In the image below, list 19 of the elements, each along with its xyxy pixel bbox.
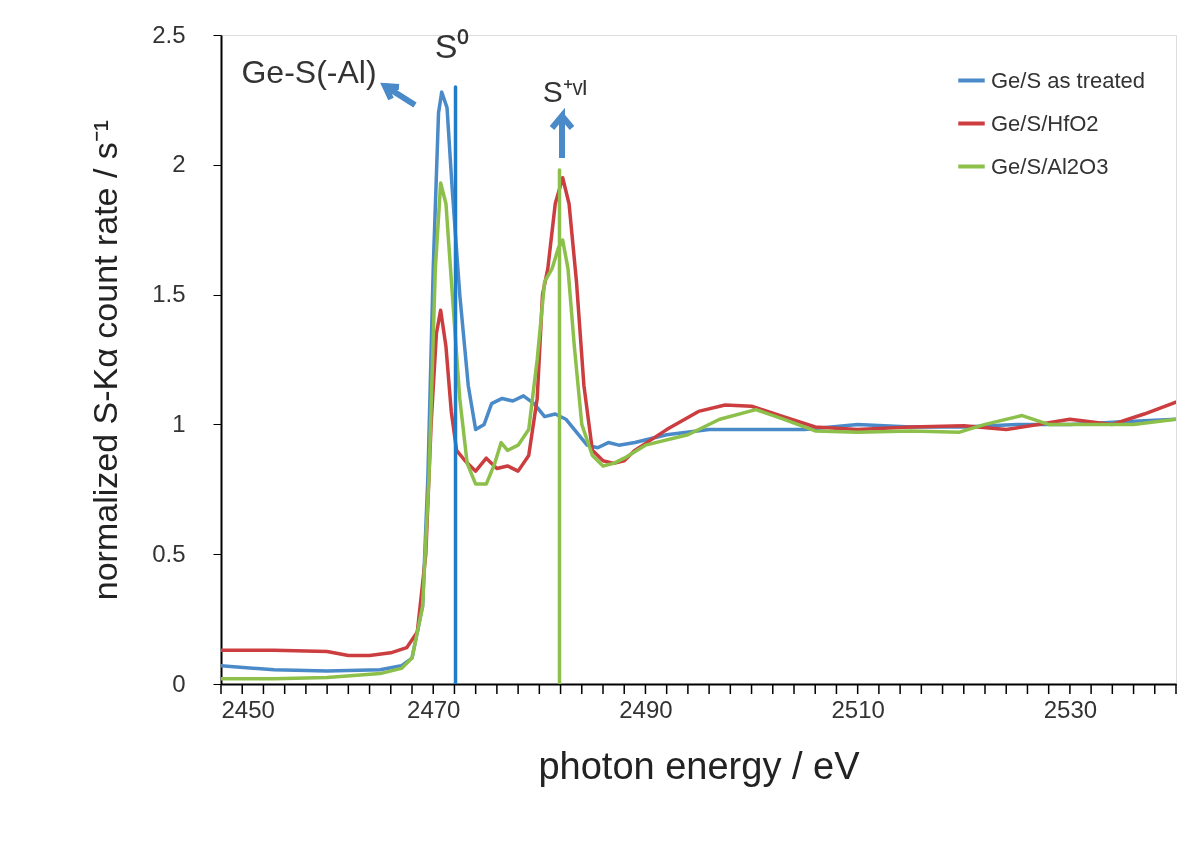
annotation: S⁰ — [434, 27, 470, 65]
y-tick-label: 2.5 — [152, 20, 186, 48]
y-tick-label: 0.5 — [152, 539, 186, 567]
y-tick-label: 1 — [172, 409, 186, 437]
x-tick-label: 2470 — [407, 695, 461, 723]
y-tick-label: 2 — [172, 150, 186, 178]
y-tick-label: 1.5 — [152, 280, 186, 308]
legend-label: Ge/S as treated — [991, 67, 1146, 93]
x-tick-label: 2490 — [619, 695, 673, 723]
annotation: S⁺ᵛᴵ — [542, 75, 588, 108]
x-axis-title: photon energy / eV — [538, 744, 861, 787]
x-tick-label: 2450 — [221, 695, 275, 723]
legend-label: Ge/S/HfO2 — [991, 110, 1099, 136]
y-tick-label: 0 — [172, 669, 186, 697]
annotation: Ge-S(-Al) — [241, 54, 377, 90]
x-tick-label: 2530 — [1043, 695, 1098, 723]
x-tick-label: 2510 — [831, 695, 885, 723]
y-axis-title: normalized S-Kα count rate / s⁻¹ — [86, 119, 125, 601]
legend-label: Ge/S/Al2O3 — [991, 153, 1109, 179]
